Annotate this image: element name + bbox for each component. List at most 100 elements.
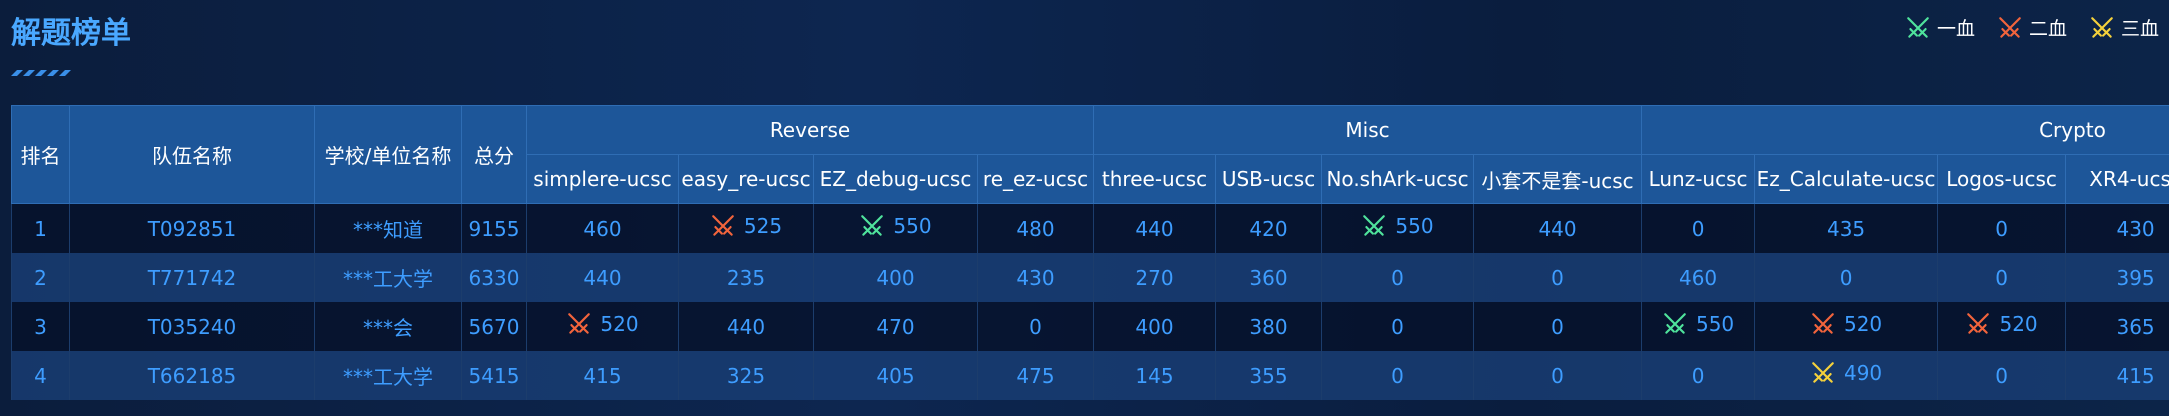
team-row: 4 T662185 ***工大学 5415 415 325 405 475 145 355 0 0 0 4… xyxy=(11,351,2169,400)
score-cell: 550 xyxy=(813,203,978,253)
score: 270 xyxy=(1135,265,1174,290)
legend-label: 二血 xyxy=(2028,18,2067,40)
score-with-blood: 520 xyxy=(1965,311,2038,337)
team-row: 2 T771742 ***工大学 6330 440 235 400 430 270 360 0 0 46… xyxy=(11,253,2169,302)
score: 0 xyxy=(1995,216,2008,241)
challenge-header: easy_re-ucsc xyxy=(678,154,814,204)
column-header: 队伍名称 xyxy=(69,105,315,204)
blood-icon xyxy=(1999,16,2021,38)
score-cell: 0 xyxy=(1937,253,2067,302)
score-cell: 0 xyxy=(976,302,1095,351)
sword-stroke xyxy=(568,313,585,330)
score: 430 xyxy=(2116,216,2155,241)
blood-icon xyxy=(861,215,884,236)
score-cell: 0 xyxy=(1641,351,1756,400)
score-cell: 395 xyxy=(2065,253,2169,302)
sword-stroke xyxy=(1981,327,1989,334)
sword-stroke xyxy=(1912,16,1929,33)
team-cell: T092851 xyxy=(69,203,315,253)
sword-stroke xyxy=(862,229,870,236)
swords xyxy=(1907,16,1929,38)
sword-stroke xyxy=(713,229,720,236)
swords xyxy=(568,313,591,334)
blood-icon xyxy=(1812,313,1834,334)
table-head: 排名 队伍名称 学校/单位名称 总分 Reverse Misc Crypto simplere… xyxy=(11,105,2169,204)
score-cell: 0 xyxy=(1321,253,1475,302)
sword-stroke xyxy=(1813,327,1820,334)
score-with-blood: 490 xyxy=(1810,360,1882,386)
column-header: 总分 xyxy=(461,105,527,204)
score: 415 xyxy=(2116,363,2155,388)
score-cell: 270 xyxy=(1093,253,1217,302)
blood-icon xyxy=(712,215,734,236)
header-row: simplere-ucsc easy_re-ucsc EZ_debug-ucsc re… xyxy=(12,154,2169,204)
score: 0 xyxy=(1391,363,1404,388)
score: 380 xyxy=(1249,314,1288,339)
scoreboard-table: 排名 队伍名称 学校/单位名称 总分 Reverse Misc Crypto simplere… xyxy=(11,105,2169,400)
sword-stroke xyxy=(1364,229,1372,236)
score-cell: 435 xyxy=(1754,203,1939,253)
score-cell: 0 xyxy=(1321,302,1475,351)
score-cell: 520 xyxy=(526,302,679,351)
score: 440 xyxy=(1135,216,1174,241)
sword-stroke xyxy=(1907,16,1924,33)
score: 460 xyxy=(583,216,622,241)
blood-icon xyxy=(1664,313,1686,334)
team-row: 3 T035240 ***会 5670 520 440 470 0 400 380 0 0 550 520… xyxy=(11,302,2169,351)
blood-icon xyxy=(2091,16,2113,38)
rank-cell: 2 xyxy=(11,253,70,302)
total-cell: 5415 xyxy=(461,351,527,400)
sword-stroke xyxy=(1921,30,1928,38)
score: 400 xyxy=(1135,314,1174,339)
rank-cell: 1 xyxy=(11,203,70,253)
score: 0 xyxy=(1551,363,1564,388)
team-row: 1 T092851 ***知道 9155 460 525 550 480 440 420 550 44… xyxy=(11,203,2169,253)
sword-stroke xyxy=(1669,313,1686,330)
score: 0 xyxy=(1691,216,1705,241)
score: 395 xyxy=(2116,265,2155,290)
score-cell: 355 xyxy=(1215,351,1323,400)
score: 470 xyxy=(876,314,915,339)
team-cell: T771742 xyxy=(69,253,315,302)
sword-stroke xyxy=(1999,16,2016,33)
score: 480 xyxy=(1016,216,1055,241)
legend-label: 一血 xyxy=(1936,18,1975,40)
challenge-header: simplere-ucsc xyxy=(526,154,679,204)
score: 440 xyxy=(726,314,766,339)
swords xyxy=(2091,16,2113,38)
sword-stroke xyxy=(2105,30,2112,38)
score: 460 xyxy=(1678,265,1718,290)
score: 0 xyxy=(1391,314,1404,339)
score: 325 xyxy=(726,363,766,388)
scoreboard: 排名 队伍名称 学校/单位名称 总分 Reverse Misc Crypto simplere… xyxy=(11,105,2169,416)
sword-stroke xyxy=(1826,327,1833,334)
legend-item: 二血 xyxy=(1997,14,2067,41)
score-with-blood: 550 xyxy=(1662,311,1734,337)
total-cell: 6330 xyxy=(461,253,527,302)
sword-stroke xyxy=(2092,30,2099,38)
sword-stroke xyxy=(1817,362,1834,379)
sword-stroke xyxy=(866,215,884,232)
challenge-header: three-ucsc xyxy=(1093,154,1217,204)
blood-icon xyxy=(1967,313,1990,334)
column-header: 排名 xyxy=(11,105,70,204)
score-cell: 380 xyxy=(1215,302,1323,351)
legend-label: 三血 xyxy=(2120,18,2159,40)
blood-icon xyxy=(1907,16,1929,38)
sword-stroke xyxy=(2000,30,2007,38)
score: 475 xyxy=(1016,363,1055,388)
score-with-blood: 520 xyxy=(566,311,639,337)
score: 435 xyxy=(1826,216,1866,241)
score-with-blood: 550 xyxy=(859,213,932,239)
team-cell: T662185 xyxy=(69,351,315,400)
total-cell: 9155 xyxy=(461,203,527,253)
score-cell: 525 xyxy=(678,203,814,253)
score-cell: 520 xyxy=(1754,302,1939,351)
score-cell: 520 xyxy=(1937,302,2067,351)
challenge-header: Logos-ucsc xyxy=(1937,154,2067,204)
swords xyxy=(1967,313,1990,334)
team-cell: T035240 xyxy=(69,302,315,351)
score-with-blood: 520 xyxy=(1810,311,1882,337)
sword-stroke xyxy=(1377,229,1385,236)
